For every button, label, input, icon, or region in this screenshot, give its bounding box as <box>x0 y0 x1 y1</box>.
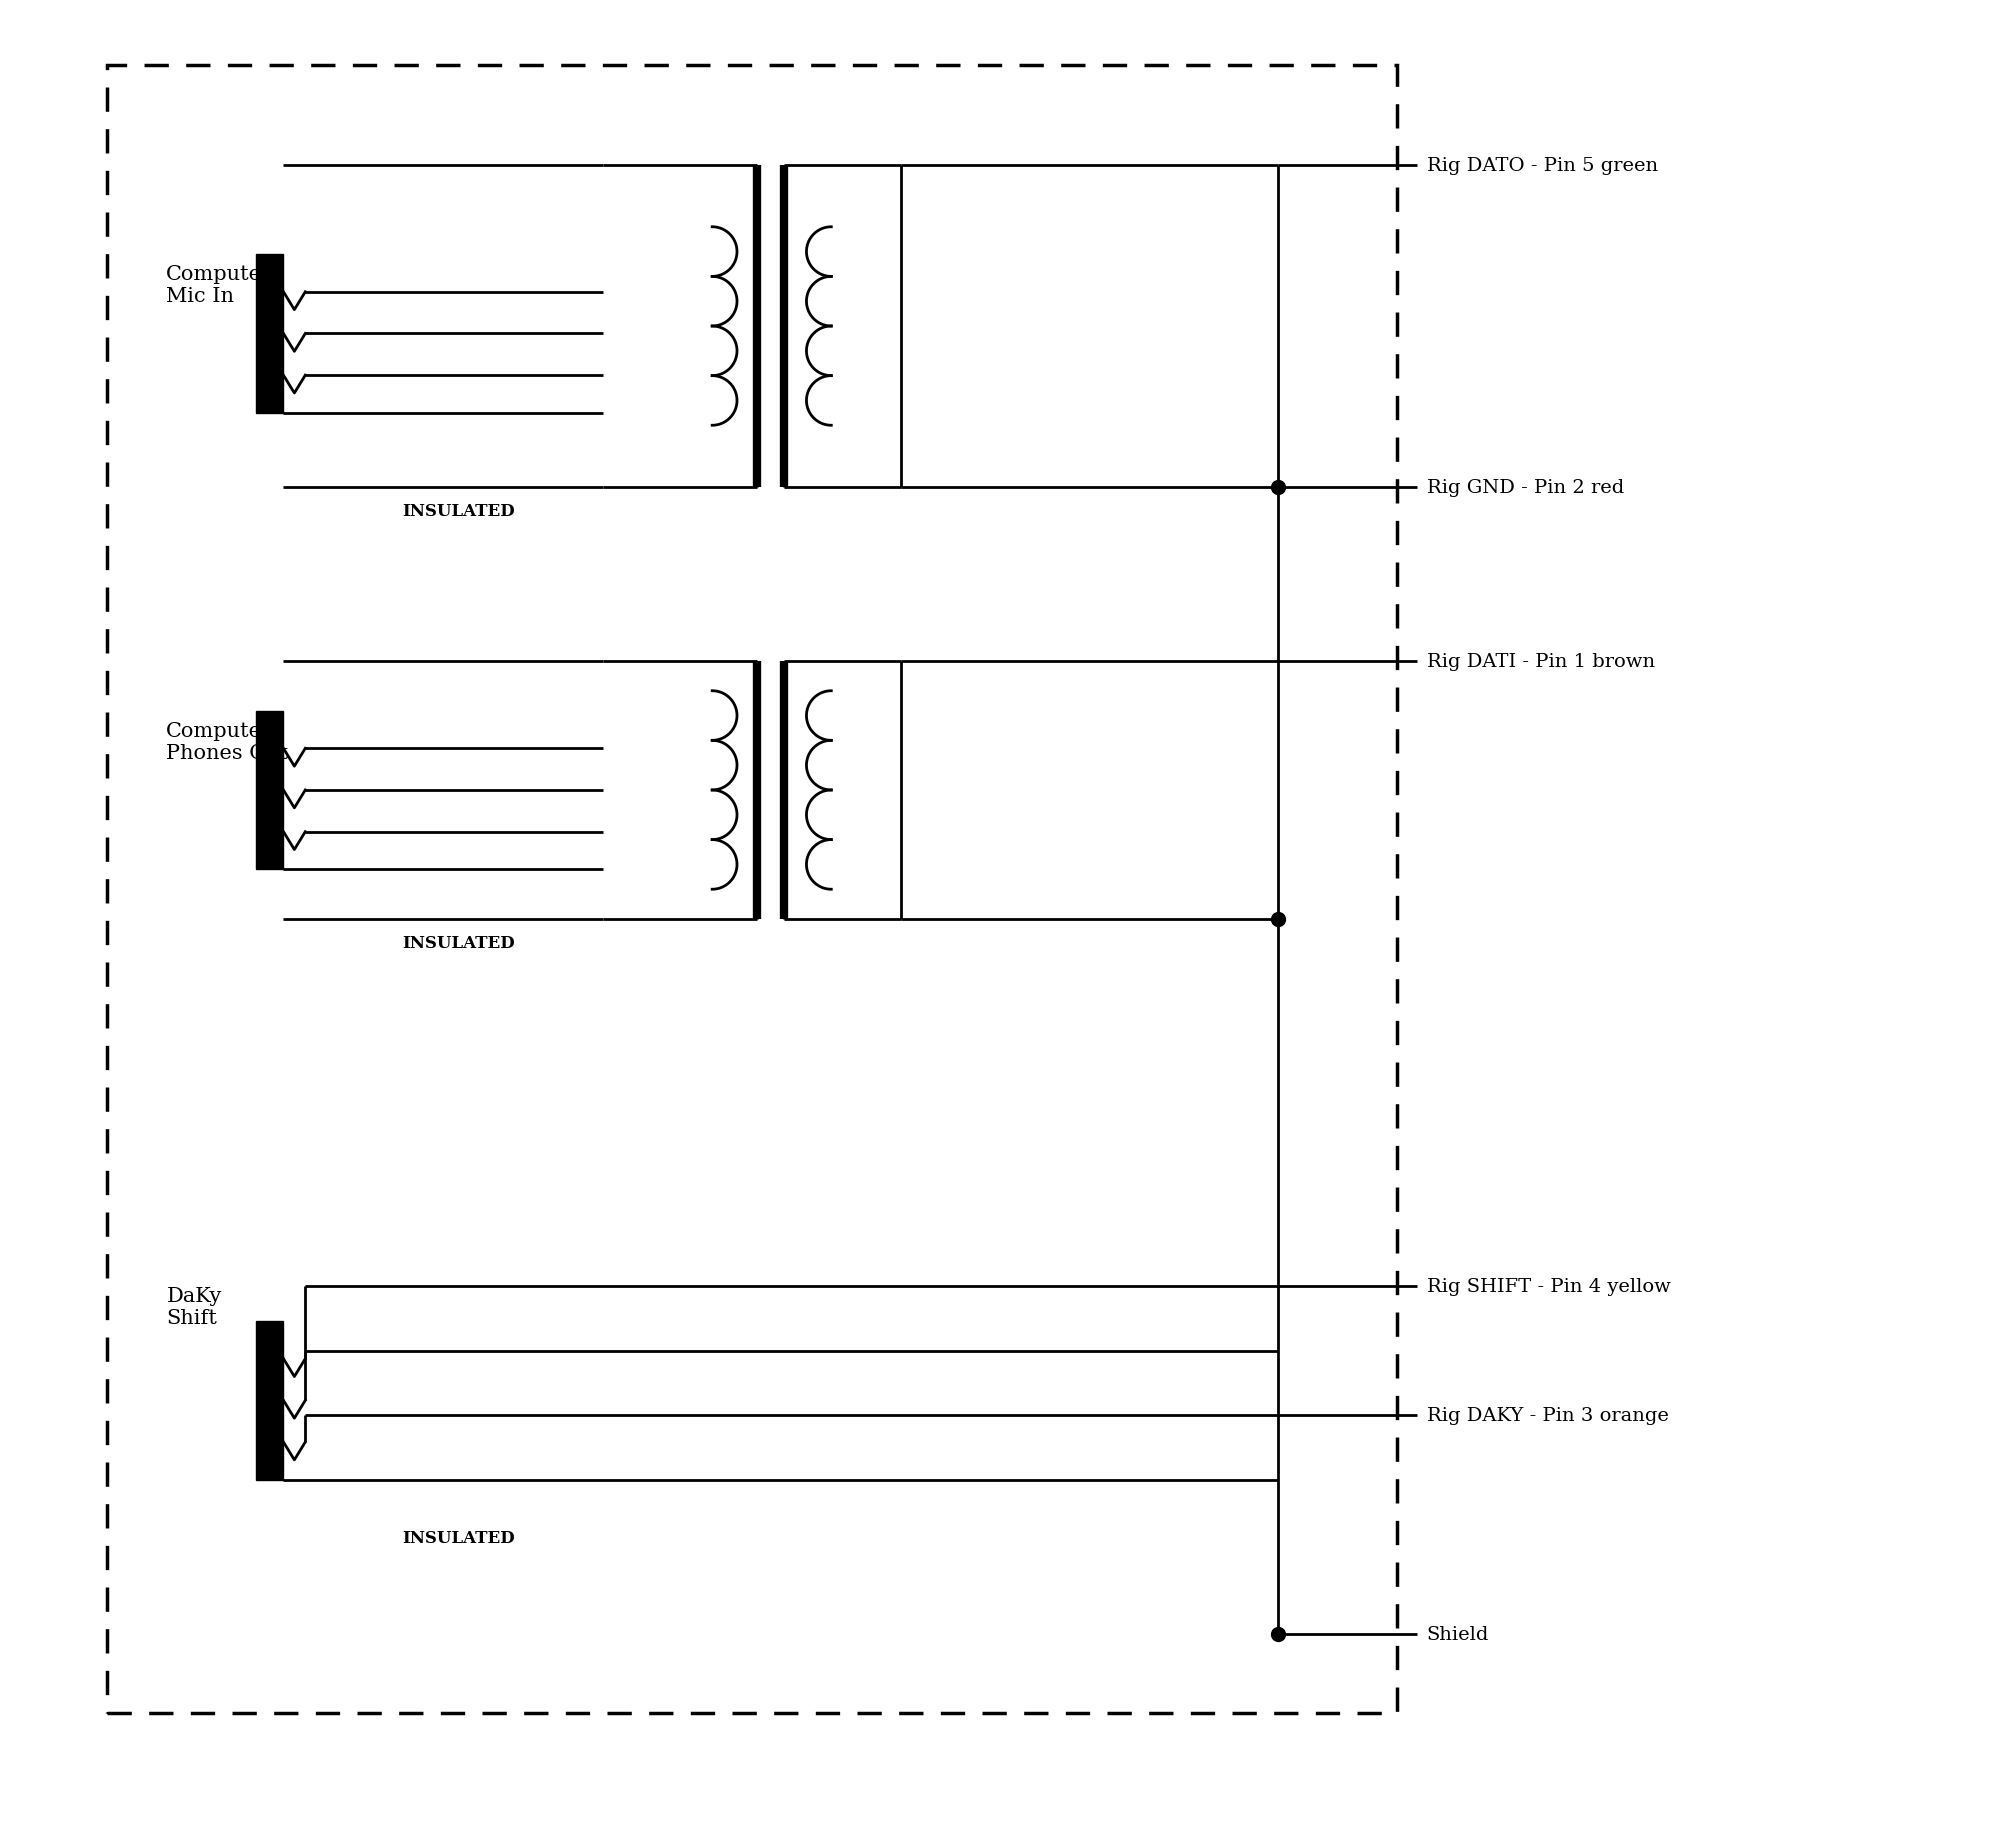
Bar <box>256 712 284 870</box>
Text: Rig SHIFT - Pin 4 yellow: Rig SHIFT - Pin 4 yellow <box>1426 1278 1670 1295</box>
Text: Computer
Phones Out: Computer Phones Out <box>166 721 288 761</box>
Text: Rig DAKY - Pin 3 orange: Rig DAKY - Pin 3 orange <box>1426 1407 1668 1425</box>
Text: INSULATED: INSULATED <box>402 1530 516 1547</box>
Text: Shield: Shield <box>1426 1624 1490 1642</box>
Text: INSULATED: INSULATED <box>402 502 516 520</box>
Text: Computer
Mic In: Computer Mic In <box>166 265 272 305</box>
Text: Rig DATI - Pin 1 brown: Rig DATI - Pin 1 brown <box>1426 653 1654 671</box>
Text: Rig GND - Pin 2 red: Rig GND - Pin 2 red <box>1426 478 1624 497</box>
Text: Rig DATO - Pin 5 green: Rig DATO - Pin 5 green <box>1426 156 1658 175</box>
Text: INSULATED: INSULATED <box>402 934 516 951</box>
Bar <box>256 1320 284 1480</box>
Text: DaKy
Shift: DaKy Shift <box>166 1287 222 1328</box>
Bar <box>106 66 1396 1714</box>
Bar <box>256 256 284 414</box>
